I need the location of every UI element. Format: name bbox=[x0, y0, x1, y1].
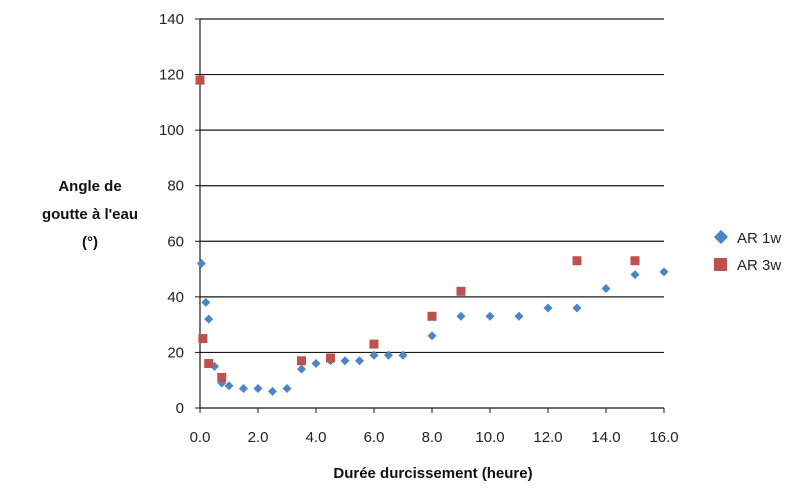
data-point-ar-1w bbox=[630, 270, 640, 280]
x-tick-label: 14.0 bbox=[591, 429, 620, 446]
legend-marker-ar-1w bbox=[713, 229, 729, 245]
y-axis-title-line-2: goutte à l'eau bbox=[42, 206, 138, 223]
data-point-ar-1w bbox=[543, 303, 553, 313]
data-point-ar-1w bbox=[224, 381, 234, 391]
data-point-ar-3w bbox=[297, 356, 306, 366]
data-point-ar-3w bbox=[204, 359, 214, 369]
x-tick-label: 10.0 bbox=[475, 429, 504, 446]
y-tick-label: 60 bbox=[167, 233, 184, 250]
data-point-ar-1w bbox=[204, 314, 214, 324]
y-tick-label: 80 bbox=[167, 178, 184, 195]
data-point-ar-3w bbox=[456, 286, 466, 296]
x-tick-label: 2.0 bbox=[248, 429, 269, 446]
data-point-ar-3w bbox=[427, 311, 437, 321]
x-tick-label: 0.0 bbox=[190, 429, 211, 446]
data-point-ar-1w bbox=[355, 356, 364, 366]
data-point-ar-3w bbox=[217, 372, 227, 382]
y-tick-label: 140 bbox=[159, 11, 184, 28]
data-point-ar-1w bbox=[282, 384, 292, 394]
data-point-ar-1w bbox=[514, 311, 524, 321]
data-point-ar-3w bbox=[630, 256, 640, 266]
x-tick-label: 8.0 bbox=[422, 429, 443, 446]
data-point-ar-1w bbox=[201, 297, 211, 307]
data-point-ar-3w bbox=[198, 334, 208, 344]
x-axis-title: Durée durcissement (heure) bbox=[333, 465, 532, 482]
x-tick-labels: 0.0 2.0 4.0 6.0 8.0 10.0 12.0 14.0 16.0 bbox=[190, 408, 679, 446]
legend-marker-ar-3w bbox=[714, 258, 727, 271]
data-point-ar-3w bbox=[369, 339, 379, 349]
y-tick-labels: 0 20 40 60 80 100 120 140 bbox=[159, 11, 200, 417]
data-point-ar-1w bbox=[196, 259, 206, 269]
x-tick-label: 4.0 bbox=[306, 429, 327, 446]
axes bbox=[199, 19, 664, 409]
data-point-ar-1w bbox=[340, 356, 350, 366]
data-point-ar-1w bbox=[384, 350, 393, 360]
data-point-ar-1w bbox=[398, 350, 408, 360]
data-point-ar-1w bbox=[311, 359, 321, 369]
legend: AR 1w AR 3w bbox=[713, 229, 781, 274]
data-point-ar-1w bbox=[297, 364, 306, 374]
y-tick-label: 100 bbox=[159, 122, 184, 139]
data-point-ar-1w bbox=[253, 384, 263, 394]
gridlines bbox=[200, 18, 664, 354]
data-point-ar-1w bbox=[268, 386, 277, 396]
legend-label-ar-1w: AR 1w bbox=[737, 230, 781, 247]
y-tick-label: 120 bbox=[159, 67, 184, 84]
data-point-ar-1w bbox=[239, 384, 248, 394]
x-tick-label: 6.0 bbox=[364, 429, 385, 446]
x-tick-label: 16.0 bbox=[649, 429, 678, 446]
data-point-ar-3w bbox=[195, 75, 205, 85]
data-points bbox=[195, 75, 669, 396]
data-point-ar-1w bbox=[572, 303, 582, 313]
data-point-ar-1w bbox=[485, 311, 495, 321]
data-point-ar-3w bbox=[326, 353, 335, 363]
data-point-ar-3w bbox=[572, 256, 582, 266]
x-tick-label: 12.0 bbox=[533, 429, 562, 446]
data-point-ar-1w bbox=[427, 331, 437, 341]
data-point-ar-1w bbox=[601, 284, 611, 294]
y-axis-title-line-1: Angle de bbox=[58, 178, 121, 195]
data-point-ar-1w bbox=[659, 267, 669, 277]
data-point-ar-1w bbox=[369, 350, 379, 360]
legend-label-ar-3w: AR 3w bbox=[737, 257, 781, 274]
y-tick-label: 0 bbox=[176, 400, 184, 417]
data-point-ar-1w bbox=[456, 311, 466, 321]
y-tick-label: 40 bbox=[167, 289, 184, 306]
y-tick-label: 20 bbox=[167, 344, 184, 361]
y-axis-title-line-3: (°) bbox=[82, 234, 98, 251]
